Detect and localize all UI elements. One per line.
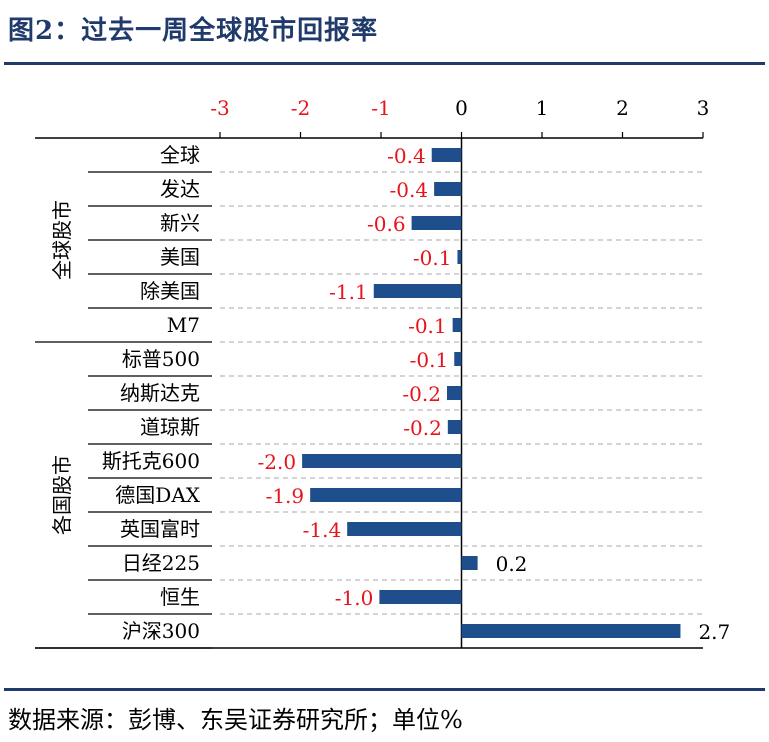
bar [379, 590, 462, 604]
category-label: M7 [167, 313, 200, 337]
x-tick-label: -3 [210, 96, 229, 120]
data-label: -0.4 [387, 144, 426, 168]
group-label: 全球股市 [50, 200, 74, 280]
bar [411, 216, 462, 230]
data-label: -0.2 [402, 382, 441, 406]
bar [347, 522, 462, 536]
bar [457, 250, 462, 264]
bar [454, 352, 462, 366]
category-label: 标普500 [122, 347, 200, 371]
category-label: 道琼斯 [140, 415, 200, 439]
category-label: 纳斯达克 [120, 381, 200, 405]
bar [434, 182, 462, 196]
bar [447, 386, 462, 400]
data-label: 2.7 [698, 620, 730, 644]
bar [461, 556, 478, 570]
data-label: -1.1 [329, 280, 368, 304]
bar [302, 454, 462, 468]
category-label: 英国富时 [120, 517, 200, 541]
data-label: -0.1 [413, 246, 452, 270]
data-label: -1.4 [303, 518, 342, 542]
x-tick-label: -1 [371, 96, 390, 120]
bar [310, 488, 462, 502]
bar [431, 148, 462, 162]
category-label: 沪深300 [122, 619, 200, 643]
category-label: 美国 [160, 245, 200, 269]
bar [373, 284, 462, 298]
data-label: -0.1 [408, 314, 447, 338]
data-label: 0.2 [496, 552, 528, 576]
category-label: 除美国 [140, 279, 200, 303]
data-label: -1.9 [266, 484, 305, 508]
data-label: -2.0 [258, 450, 297, 474]
bar [461, 624, 681, 638]
data-label: -0.6 [367, 212, 406, 236]
x-tick-label: 2 [616, 96, 629, 120]
x-tick-label: 3 [697, 96, 710, 120]
category-label: 恒生 [160, 585, 200, 609]
category-label: 斯托克600 [102, 449, 200, 473]
chart-title: 图2：过去一周全球股市回报率 [8, 16, 379, 46]
x-tick-label: 1 [536, 96, 549, 120]
data-label: -1.0 [335, 586, 374, 610]
category-label: 日经225 [122, 551, 200, 575]
data-label: -0.4 [390, 178, 429, 202]
x-tick-label: 0 [455, 96, 468, 120]
bar [447, 420, 462, 434]
data-label: -0.1 [410, 348, 449, 372]
x-tick-label: -2 [291, 96, 310, 120]
category-label: 新兴 [160, 211, 200, 235]
category-label: 全球 [160, 143, 200, 167]
source-note: 数据来源：彭博、东吴证券研究所；单位% [8, 706, 463, 734]
category-label: 德国DAX [115, 483, 200, 507]
category-label: 发达 [160, 177, 200, 201]
bar [452, 318, 462, 332]
group-label: 各国股市 [50, 455, 74, 535]
footer-rule [4, 688, 765, 691]
title-rule [4, 62, 765, 65]
data-label: -0.2 [403, 416, 442, 440]
